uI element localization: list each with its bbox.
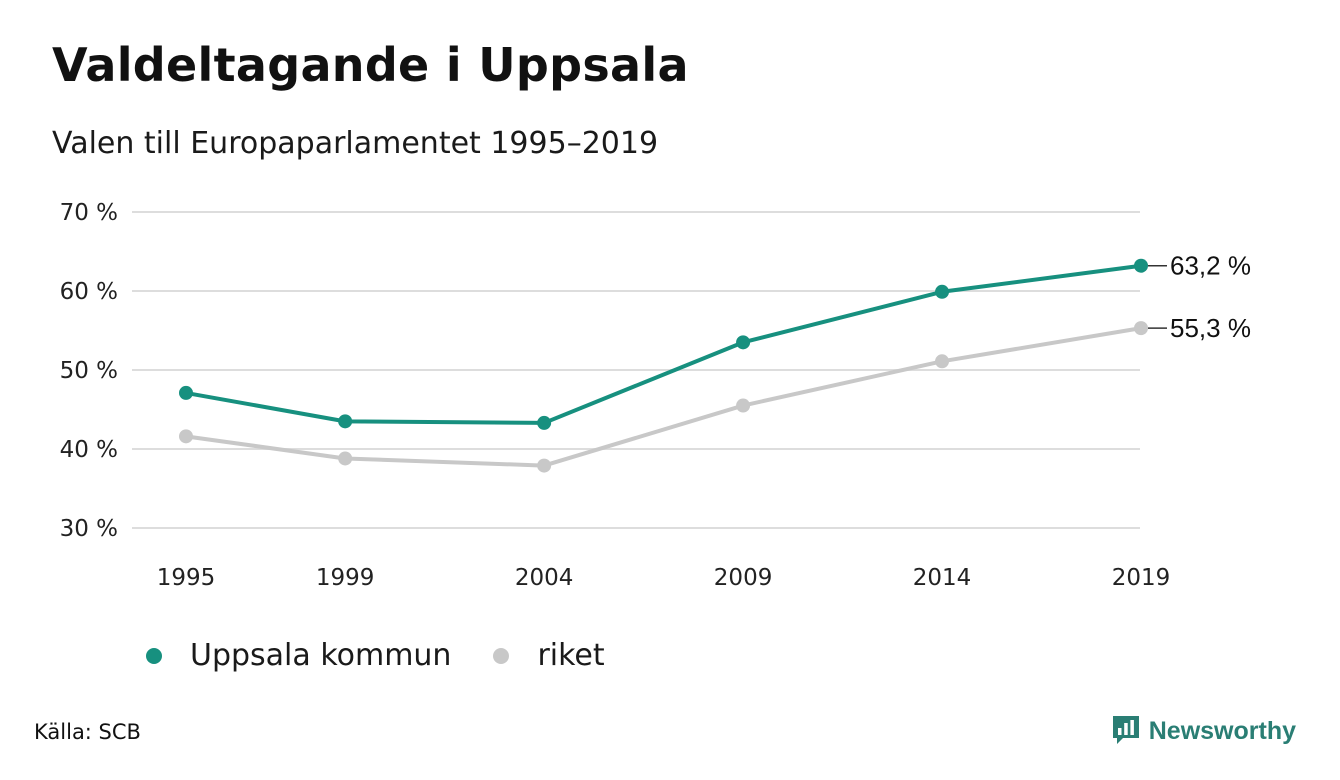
end-label-uppsala: 63,2 % <box>1170 251 1251 281</box>
x-tick-label: 2004 <box>515 565 574 591</box>
source-note: Källa: SCB <box>34 720 141 744</box>
legend-label-uppsala: Uppsala kommun <box>190 638 452 673</box>
data-point-uppsala <box>537 415 552 430</box>
data-point-riket <box>179 429 193 444</box>
x-tick-label: 1995 <box>157 565 216 591</box>
data-point-riket <box>935 354 950 369</box>
data-point-riket <box>537 458 552 473</box>
data-point-riket <box>1134 321 1148 336</box>
newsworthy-logo: Newsworthy <box>1111 714 1296 748</box>
x-tick-label: 1999 <box>316 565 375 591</box>
legend-label-riket: riket <box>537 638 605 673</box>
series-line-uppsala <box>185 263 1142 425</box>
x-tick-label: 2014 <box>913 565 972 591</box>
data-point-uppsala <box>338 414 353 429</box>
data-point-riket <box>338 451 353 466</box>
y-tick-label: 70 % <box>60 200 118 226</box>
legend-item-riket: riket <box>493 638 605 673</box>
series-line-riket <box>185 326 1142 468</box>
line-chart: 30 % 40 % 50 % 60 % 70 % 1995 1999 2004 2009 2014… <box>60 200 1251 591</box>
newsworthy-logo-icon <box>1112 716 1139 744</box>
x-tick-label: 2019 <box>1112 565 1171 591</box>
data-point-uppsala <box>179 385 193 400</box>
chart-subtitle: Valen till Europaparlamentet 1995–2019 <box>52 126 659 161</box>
chart-title: Valdeltagande i Uppsala <box>52 38 689 92</box>
legend: Uppsala kommun riket <box>146 638 647 673</box>
y-tick-label: 30 % <box>60 516 118 542</box>
y-tick-label: 50 % <box>60 358 118 384</box>
data-point-uppsala <box>935 284 950 299</box>
newsworthy-logo-text: Newsworthy <box>1148 716 1296 745</box>
y-tick-label: 60 % <box>60 279 118 305</box>
end-label-riket: 55,3 % <box>1170 313 1251 343</box>
data-point-riket <box>736 398 751 413</box>
x-tick-label: 2009 <box>714 565 773 591</box>
y-tick-label: 40 % <box>60 437 118 463</box>
legend-marker-riket <box>493 647 510 664</box>
data-point-uppsala <box>736 335 751 350</box>
legend-marker-uppsala <box>146 647 162 664</box>
data-point-uppsala <box>1134 258 1148 273</box>
legend-item-uppsala: Uppsala kommun <box>146 638 451 673</box>
